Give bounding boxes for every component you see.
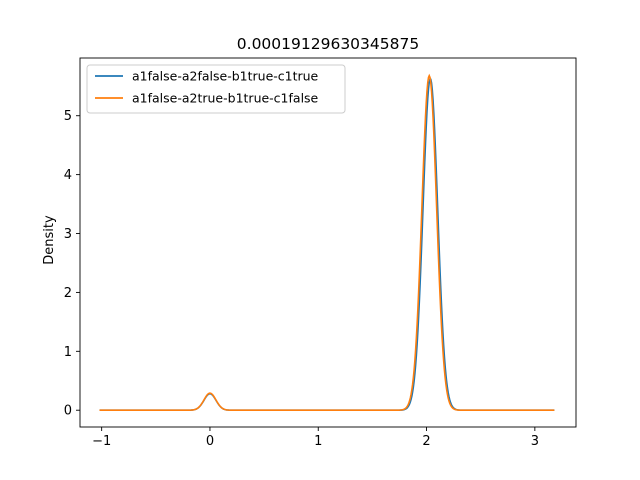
legend-label-2: a1false-a2true-b1true-c1false [132,91,319,106]
y-tick-label: 3 [64,227,72,242]
legend: a1false-a2false-b1true-c1true a1false-a2t… [86,64,346,114]
x-tick-label: −1 [92,434,111,449]
x-tick-label: 1 [314,434,322,449]
axes-frame [79,57,577,428]
axis-ticks: −1 0 1 2 3 0 1 2 3 4 5 [64,109,539,449]
plot-area [79,57,577,428]
y-tick-label: 2 [64,286,72,301]
y-tick-label: 4 [64,168,72,183]
x-tick-label: 0 [206,434,214,449]
y-tick-label: 5 [64,109,72,124]
y-tick-label: 0 [64,404,72,419]
y-tick-label: 1 [64,345,72,360]
series-line-2 [99,73,555,412]
x-tick-label: 3 [531,434,539,449]
legend-label-1: a1false-a2false-b1true-c1true [132,69,319,84]
x-tick-label: 2 [422,434,430,449]
y-axis-label: Density [42,215,57,265]
chart-title: 0.00019129630345875 [237,35,419,53]
series-line-1 [99,77,555,412]
legend-box [86,64,346,114]
